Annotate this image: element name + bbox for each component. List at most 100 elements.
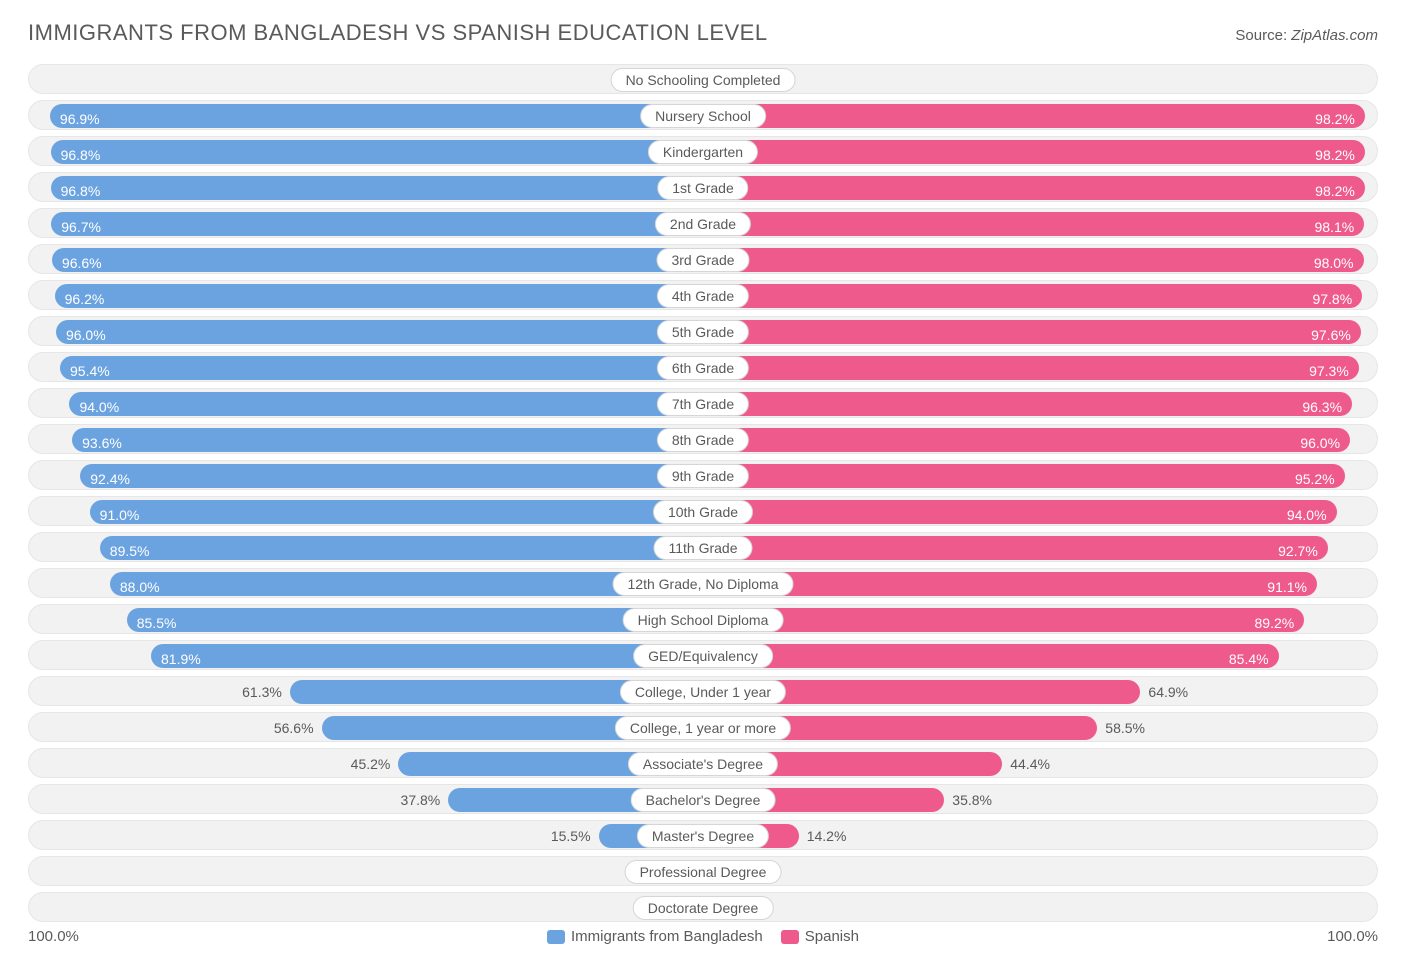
bar-left: 92.4% xyxy=(80,464,703,488)
axis-max-left: 100.0% xyxy=(28,928,79,945)
chart-row: 92.4%95.2%9th Grade xyxy=(28,460,1378,490)
source-name: ZipAtlas.com xyxy=(1291,27,1378,44)
value-right: 98.2% xyxy=(1315,176,1355,206)
value-right: 85.4% xyxy=(1229,644,1269,674)
chart-row: 88.0%91.1%12th Grade, No Diploma xyxy=(28,568,1378,598)
bar-left: 96.9% xyxy=(50,104,703,128)
value-right: 35.8% xyxy=(952,785,992,815)
value-left: 45.2% xyxy=(351,749,391,779)
value-right: 98.0% xyxy=(1314,248,1354,278)
value-left: 91.0% xyxy=(100,500,140,530)
category-label: Master's Degree xyxy=(637,824,769,848)
category-label: 4th Grade xyxy=(657,284,749,308)
value-right: 98.1% xyxy=(1314,212,1354,242)
category-label: 10th Grade xyxy=(653,500,753,524)
value-left: 15.5% xyxy=(551,821,591,851)
value-left: 96.8% xyxy=(61,140,101,170)
chart-footer: 100.0% Immigrants from Bangladesh Spanis… xyxy=(28,928,1378,945)
chart-row: 1.8%1.8%Doctorate Degree xyxy=(28,892,1378,922)
legend-item-right: Spanish xyxy=(781,928,859,945)
value-left: 96.6% xyxy=(62,248,102,278)
value-left: 96.9% xyxy=(60,104,100,134)
bar-right: 95.2% xyxy=(703,464,1345,488)
chart-row: 89.5%92.7%11th Grade xyxy=(28,532,1378,562)
value-left: 96.8% xyxy=(61,176,101,206)
chart-row: 15.5% 14.2% Master's Degree xyxy=(28,820,1378,850)
bar-left: 96.2% xyxy=(55,284,703,308)
bar-left: 85.5% xyxy=(127,608,703,632)
legend: Immigrants from Bangladesh Spanish xyxy=(547,928,859,945)
value-left: 94.0% xyxy=(79,392,119,422)
category-label: 12th Grade, No Diploma xyxy=(613,572,794,596)
value-left: 56.6% xyxy=(274,713,314,743)
value-right: 95.2% xyxy=(1295,464,1335,494)
value-right: 92.7% xyxy=(1278,536,1318,566)
category-label: 5th Grade xyxy=(657,320,749,344)
category-label: 7th Grade xyxy=(657,392,749,416)
value-right: 96.0% xyxy=(1300,428,1340,458)
value-left: 96.7% xyxy=(61,212,101,242)
chart-title: IMMIGRANTS FROM BANGLADESH VS SPANISH ED… xyxy=(28,20,768,46)
bar-right: 89.2% xyxy=(703,608,1304,632)
bar-right: 92.7% xyxy=(703,536,1328,560)
value-right: 98.2% xyxy=(1315,104,1355,134)
chart-row: 37.8%35.8%Bachelor's Degree xyxy=(28,784,1378,814)
legend-item-left: Immigrants from Bangladesh xyxy=(547,928,763,945)
source-label: Source: xyxy=(1235,27,1291,44)
bar-right: 98.2% xyxy=(703,104,1365,128)
bar-right: 85.4% xyxy=(703,644,1279,668)
value-left: 37.8% xyxy=(401,785,441,815)
bar-left: 91.0% xyxy=(90,500,703,524)
legend-swatch-left xyxy=(547,930,565,944)
bar-right: 97.3% xyxy=(703,356,1359,380)
bar-right: 97.6% xyxy=(703,320,1361,344)
chart-row: 95.4%97.3%6th Grade xyxy=(28,352,1378,382)
chart-row: 96.6%98.0%3rd Grade xyxy=(28,244,1378,274)
chart-source: Source: ZipAtlas.com xyxy=(1235,27,1378,44)
legend-label-left: Immigrants from Bangladesh xyxy=(571,928,763,945)
category-label: Nursery School xyxy=(640,104,766,128)
axis-max-right: 100.0% xyxy=(1327,928,1378,945)
chart-row: 96.8%98.2%Kindergarten xyxy=(28,136,1378,166)
value-right: 14.2% xyxy=(807,821,847,851)
legend-swatch-right xyxy=(781,930,799,944)
value-right: 96.3% xyxy=(1302,392,1342,422)
category-label: High School Diploma xyxy=(623,608,784,632)
bar-left: 96.0% xyxy=(56,320,703,344)
value-left: 61.3% xyxy=(242,677,282,707)
bar-right: 91.1% xyxy=(703,572,1317,596)
category-label: GED/Equivalency xyxy=(633,644,773,668)
bar-left: 95.4% xyxy=(60,356,703,380)
value-right: 98.2% xyxy=(1315,140,1355,170)
category-label: 6th Grade xyxy=(657,356,749,380)
bar-right: 96.3% xyxy=(703,392,1352,416)
chart-row: 4.4%4.2%Professional Degree xyxy=(28,856,1378,886)
chart-row: 81.9%85.4%GED/Equivalency xyxy=(28,640,1378,670)
chart-row: 96.2%97.8%4th Grade xyxy=(28,280,1378,310)
bar-left: 96.6% xyxy=(52,248,703,272)
value-right: 91.1% xyxy=(1267,572,1307,602)
chart-row: 94.0%96.3%7th Grade xyxy=(28,388,1378,418)
value-right: 97.6% xyxy=(1311,320,1351,350)
category-label: Professional Degree xyxy=(625,860,782,884)
chart-row: 91.0%94.0%10th Grade xyxy=(28,496,1378,526)
value-right: 97.3% xyxy=(1309,356,1349,386)
legend-label-right: Spanish xyxy=(805,928,859,945)
bar-left: 89.5% xyxy=(100,536,703,560)
chart-row: 93.6%96.0%8th Grade xyxy=(28,424,1378,454)
chart-row: 56.6%58.5%College, 1 year or more xyxy=(28,712,1378,742)
value-right: 44.4% xyxy=(1010,749,1050,779)
category-label: Associate's Degree xyxy=(628,752,778,776)
bar-right: 98.2% xyxy=(703,140,1365,164)
category-label: 3rd Grade xyxy=(656,248,749,272)
chart-row: 96.7%98.1%2nd Grade xyxy=(28,208,1378,238)
category-label: 1st Grade xyxy=(657,176,748,200)
chart-header: IMMIGRANTS FROM BANGLADESH VS SPANISH ED… xyxy=(28,20,1378,46)
bar-right: 94.0% xyxy=(703,500,1337,524)
value-right: 89.2% xyxy=(1255,608,1295,638)
bar-right: 98.2% xyxy=(703,176,1365,200)
category-label: College, 1 year or more xyxy=(615,716,791,740)
chart-row: 61.3%64.9%College, Under 1 year xyxy=(28,676,1378,706)
bar-left: 96.8% xyxy=(51,176,703,200)
value-left: 96.0% xyxy=(66,320,106,350)
